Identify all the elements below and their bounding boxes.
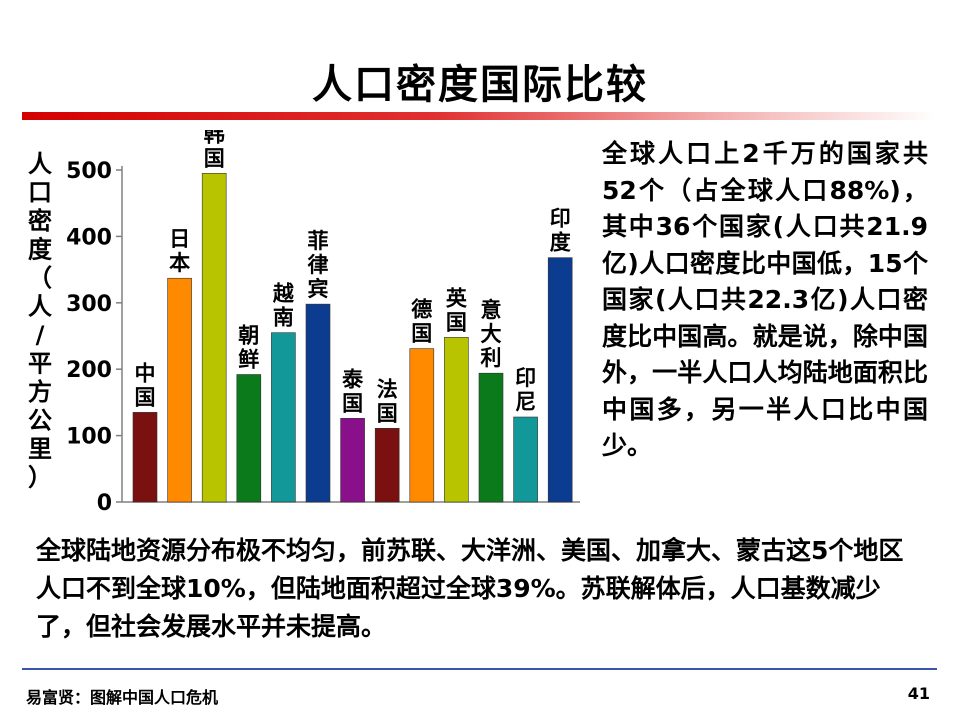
chart-svg: 人口密度（人/平方公里） 0 100 200 300 400 500 中国 日本 韩国朝鲜越南菲律… [28, 130, 580, 516]
category-label-10: 英国 [446, 286, 468, 334]
bar-13 [547, 257, 573, 503]
category-label-12: 印尼 [515, 366, 536, 414]
footer-divider [22, 668, 937, 670]
category-label-8: 法国 [377, 377, 398, 425]
category-label-5: 越南 [272, 282, 295, 330]
footer-author: 易富贤：图解中国人口危机 [26, 688, 219, 707]
slide-title: 人口密度国际比较 [312, 61, 648, 108]
category-label-11: 意大利 [481, 298, 502, 370]
bottom-commentary: 全球陆地资源分布极不均匀，前苏联、大洋洲、美国、加拿大、蒙古这5个地区人口不到全… [36, 536, 904, 641]
bar-9 [409, 348, 435, 503]
category-label-2: 日本 [169, 227, 190, 275]
bar-6 [305, 303, 331, 503]
bar-2 [167, 277, 192, 503]
right-commentary: 全球人口上2千万的国家共52个（占全球人口88%)，其中36个国家(人口共21.… [602, 139, 928, 460]
category-label-13: 印度 [550, 207, 571, 255]
category-label-6: 菲律宾 [308, 229, 329, 301]
bar-12 [513, 416, 538, 503]
category-label-1: 中国 [135, 361, 156, 409]
y-tick-label: 200 [66, 358, 112, 383]
bar-5 [271, 332, 296, 503]
bar-3 [201, 173, 227, 503]
category-label-4: 朝鲜 [238, 324, 259, 372]
category-label-3: 韩国 [204, 130, 225, 170]
category-label-9: 德国 [411, 298, 432, 346]
y-tick-label: 500 [66, 159, 112, 184]
y-axis-label: 人口密度（人/平方公里） [28, 150, 53, 492]
bar-7 [340, 418, 365, 503]
bar-4 [236, 374, 262, 503]
page-number: 41 [907, 684, 930, 703]
density-bar-chart: 人口密度（人/平方公里） 0 100 200 300 400 500 中国 日本 韩国朝鲜 越南 菲律… [0, 130, 600, 520]
bar-8 [374, 427, 400, 503]
y-tick-label: 300 [66, 292, 112, 317]
bar-10 [444, 337, 469, 503]
y-tick-label: 400 [66, 225, 112, 250]
bar-1 [132, 412, 158, 503]
y-tick-label: 0 [97, 491, 112, 516]
title-divider [22, 112, 937, 120]
category-label-7: 泰国 [341, 367, 364, 415]
bar-11 [478, 372, 504, 503]
y-tick-label: 100 [66, 425, 112, 450]
